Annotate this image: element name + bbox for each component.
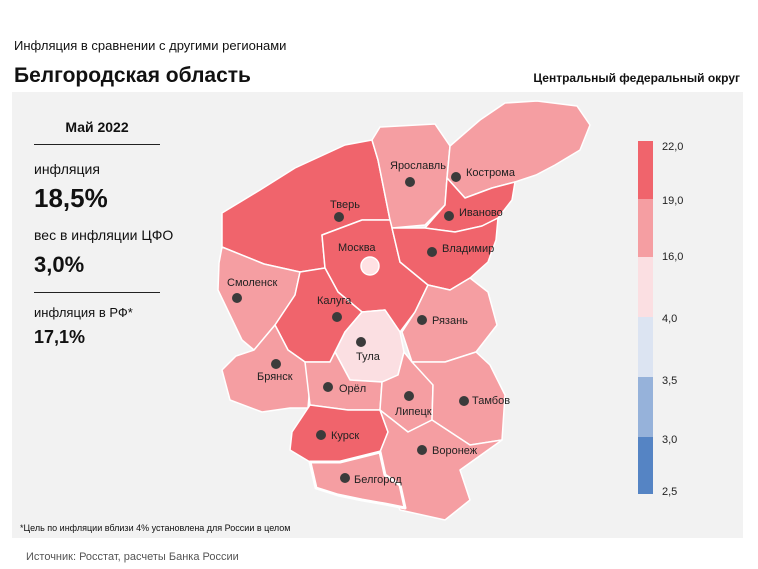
vladimir-marker [427,247,437,257]
page-title: Белгородская область [14,64,251,87]
inflation-value: 18,5% [34,183,108,213]
divider-top [34,144,160,145]
orel-marker [323,382,333,392]
legend-tick-19: 19,0 [662,195,683,207]
kostroma-marker [451,172,461,182]
legend-tick-3-5: 3,5 [662,375,677,387]
region-labels: Ярославль Кострома Тверь Иваново Москва … [227,160,516,486]
belgorod-marker [340,473,350,483]
label-smolensk: Смоленск [227,277,277,289]
legend-bin-19-22 [638,141,653,199]
legend-bin-4-16 [638,257,653,317]
label-tambov: Тамбов [472,395,510,407]
legend-bin-2-5-3 [638,437,653,494]
tula-marker [356,337,366,347]
russia-inflation-label: инфляция в РФ* [34,305,133,320]
period-label: Май 2022 [65,119,129,135]
tambov-marker [459,396,469,406]
kaluga-marker [332,312,342,322]
region-belgorod[interactable] [308,450,407,510]
label-kaluga: Калуга [317,295,352,307]
bryansk-marker [271,359,281,369]
inflation-label: инфляция [34,161,100,177]
legend-bin-16-19 [638,199,653,257]
label-vladimir: Владимир [442,243,494,255]
label-tver: Тверь [330,199,360,211]
legend-tick-22: 22,0 [662,141,683,153]
weight-label: вес в инфляции ЦФО [34,227,174,243]
lipetsk-marker [404,391,414,401]
weight-value: 3,0% [34,252,85,277]
label-bryansk: Брянск [257,371,293,383]
label-orel: Орёл [339,383,366,395]
tver-marker [334,212,344,222]
legend-tick-4: 4,0 [662,313,677,325]
smolensk-marker [232,293,242,303]
district-label: Центральный федеральный округ [533,71,740,85]
label-yaroslavl: Ярославль [390,160,446,172]
legend-tick-3: 3,0 [662,434,677,446]
russia-inflation-value: 17,1% [34,327,86,347]
region-vladimir[interactable] [391,217,499,291]
label-kursk: Курск [331,430,359,442]
ryazan-marker [417,315,427,325]
label-ryazan: Рязань [432,315,468,327]
region-bryansk[interactable] [221,324,311,413]
footnote: *Цель по инфляции вблизи 4% установлена … [20,523,291,533]
source-note: Источник: Росстат, расчеты Банка России [26,551,239,563]
legend-tick-2-5: 2,5 [662,486,677,498]
yaroslavl-marker [405,177,415,187]
legend-tick-16: 16,0 [662,251,683,263]
label-ivanovo: Иваново [459,207,503,219]
label-kostroma: Кострома [466,167,516,179]
label-tula: Тула [356,351,381,363]
label-belgorod: Белгород [354,474,402,486]
voronezh-marker [417,445,427,455]
divider-bottom [34,292,160,293]
region-kostroma[interactable] [446,100,591,199]
ivanovo-marker [444,211,454,221]
label-voronezh: Воронеж [432,445,478,457]
label-lipetsk: Липецк [395,406,432,418]
color-legend: 22,0 19,0 16,0 4,0 3,5 3,0 2,5 [638,141,683,498]
legend-bin-3-5-4 [638,317,653,377]
label-moskva: Москва [338,242,376,254]
supertitle: Инфляция в сравнении с другими регионами [14,38,287,53]
legend-bin-3-3-5 [638,377,653,437]
kursk-marker [316,430,326,440]
moscow-city-marker [360,256,380,276]
